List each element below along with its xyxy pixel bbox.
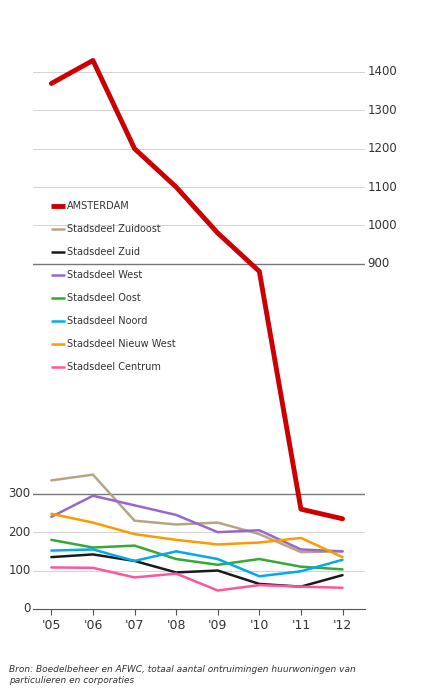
Text: Bron: Boedelbeheer en AFWC, totaal aantal ontruimingen huurwoningen van
particul: Bron: Boedelbeheer en AFWC, totaal aanta… [9,665,355,685]
Text: Stadsdeel Zuid: Stadsdeel Zuid [67,247,140,257]
Text: 1400: 1400 [367,65,396,78]
Text: 1000: 1000 [367,219,396,232]
Text: OVERZICHT ONTRUIMINGEN 2005 – 2012 NAAR STADSDEEL: OVERZICHT ONTRUIMINGEN 2005 – 2012 NAAR … [7,12,434,24]
Text: Stadsdeel Centrum: Stadsdeel Centrum [67,363,161,372]
Text: Stadsdeel West: Stadsdeel West [67,270,142,280]
Text: 0: 0 [23,603,30,615]
Text: 1300: 1300 [367,104,396,117]
Text: Stadsdeel Nieuw West: Stadsdeel Nieuw West [67,339,175,350]
Text: AMSTERDAM: AMSTERDAM [67,201,130,211]
Text: 100: 100 [8,564,30,577]
Text: Stadsdeel Oost: Stadsdeel Oost [67,293,141,303]
Text: 200: 200 [8,526,30,539]
Text: 1200: 1200 [367,142,396,155]
Text: 900: 900 [367,257,389,270]
Text: Stadsdeel Zuidoost: Stadsdeel Zuidoost [67,224,161,234]
Text: Stadsdeel Noord: Stadsdeel Noord [67,316,147,326]
Text: 300: 300 [8,487,30,500]
Text: 1100: 1100 [367,180,396,193]
